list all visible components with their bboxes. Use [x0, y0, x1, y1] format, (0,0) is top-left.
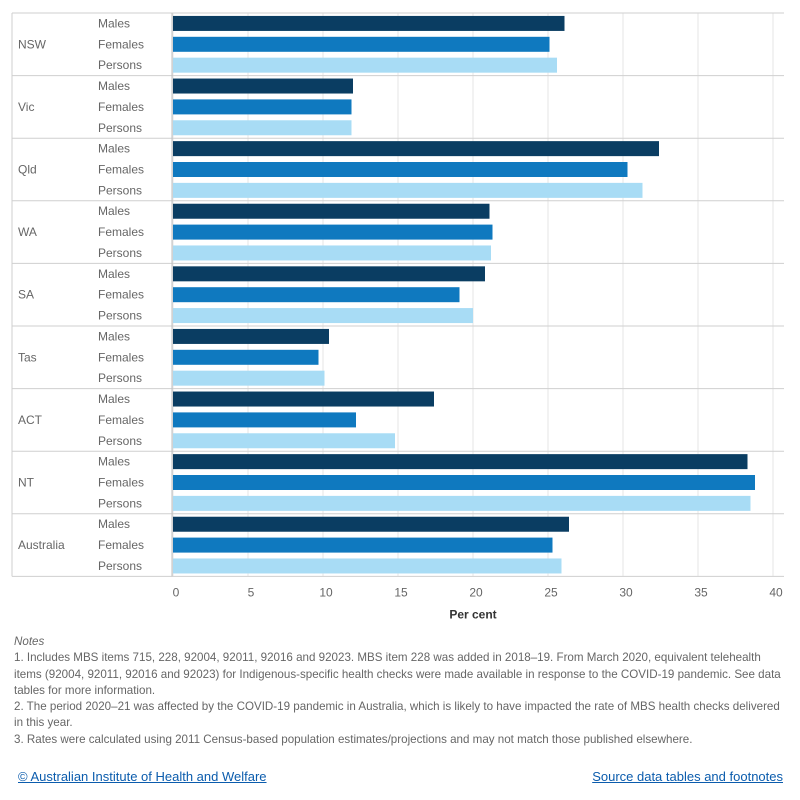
subcategory-label: Females [98, 288, 144, 302]
subcategory-label: Males [98, 517, 130, 531]
aihw-copyright-link[interactable]: © Australian Institute of Health and Wel… [18, 769, 267, 784]
bar-act-persons [173, 433, 395, 449]
subcategory-label: Males [98, 204, 130, 218]
bar-nsw-persons [173, 57, 557, 73]
group-label-act: ACT [18, 413, 43, 427]
bar-vic-females [173, 99, 352, 115]
x-tick-label-5: 5 [248, 585, 255, 599]
subcategory-label: Persons [98, 309, 142, 323]
subcategory-label: Females [98, 413, 144, 427]
group-label-wa: WA [18, 225, 37, 239]
subcategory-label: Males [98, 79, 130, 93]
subcategory-label: Females [98, 476, 144, 490]
subcategory-label: Persons [98, 246, 142, 260]
subcategory-label: Females [98, 100, 144, 114]
bar-qld-persons [173, 182, 643, 198]
x-tick-label-35: 35 [694, 585, 708, 599]
bar-nsw-males [173, 15, 565, 31]
bar-australia-persons [173, 558, 562, 574]
bar-sa-females [173, 287, 460, 303]
subcategory-label: Females [98, 225, 144, 239]
bar-wa-males [173, 203, 490, 219]
subcategory-label: Females [98, 163, 144, 177]
subcategory-label: Persons [98, 371, 142, 385]
bar-sa-males [173, 266, 485, 282]
notes-section: Notes 1. Includes MBS items 715, 228, 92… [14, 634, 784, 748]
x-tick-label-30: 30 [619, 585, 633, 599]
subcategory-label: Persons [98, 434, 142, 448]
x-tick-label-15: 15 [394, 585, 408, 599]
group-label-vic: Vic [18, 100, 34, 114]
subcategory-label: Persons [98, 559, 142, 573]
group-label-australia: Australia [18, 538, 65, 552]
bar-qld-males [173, 141, 659, 157]
group-label-tas: Tas [18, 350, 37, 364]
bar-wa-females [173, 224, 493, 240]
subcategory-label: Persons [98, 496, 142, 510]
bar-sa-persons [173, 308, 473, 324]
notes-title: Notes [14, 635, 45, 648]
bar-chart: NSW Males Females Persons Vic Males Females Per… [11, 12, 784, 621]
subcategory-label: Persons [98, 58, 142, 72]
group-label-nt: NT [18, 476, 35, 490]
x-tick-label-25: 25 [544, 585, 558, 599]
group-label-sa: SA [18, 288, 34, 302]
bar-tas-females [173, 349, 319, 365]
bar-vic-persons [173, 120, 352, 136]
bar-act-males [173, 391, 434, 407]
subcategory-label: Persons [98, 121, 142, 135]
bar-australia-males [173, 516, 569, 532]
bar-wa-persons [173, 245, 491, 261]
source-data-link[interactable]: Source data tables and footnotes [592, 769, 783, 784]
bar-nt-females [173, 475, 755, 490]
x-axis-title: Per cent [449, 607, 496, 621]
x-tick-label-10: 10 [319, 585, 333, 599]
subcategory-label: Males [98, 142, 130, 156]
x-tick-label-20: 20 [469, 585, 483, 599]
bar-vic-males [173, 78, 353, 94]
subcategory-label: Males [98, 329, 130, 343]
bar-tas-persons [173, 370, 325, 386]
subcategory-label: Persons [98, 183, 142, 197]
group-label-nsw: NSW [18, 37, 47, 51]
subcategory-label: Females [98, 350, 144, 364]
bar-nt-males [173, 454, 748, 470]
bar-nt-persons [173, 495, 751, 511]
subcategory-label: Males [98, 455, 130, 469]
subcategory-label: Females [98, 538, 144, 552]
note-item-1: 1. Includes MBS items 715, 228, 92004, 9… [14, 651, 781, 697]
bar-qld-females [173, 162, 628, 177]
note-item-3: 3. Rates were calculated using 2011 Cens… [14, 732, 693, 746]
bar-australia-females [173, 537, 553, 553]
group-label-qld: Qld [18, 163, 37, 177]
bar-nsw-females [173, 36, 550, 52]
bar-tas-males [173, 328, 329, 344]
subcategory-label: Males [98, 267, 130, 281]
subcategory-label: Males [98, 392, 130, 406]
subcategory-label: Females [98, 37, 144, 51]
x-tick-label-40: 40 [769, 585, 783, 599]
subcategory-label: Males [98, 16, 130, 30]
bar-act-females [173, 412, 356, 428]
note-item-2: 2. The period 2020–21 was affected by th… [14, 700, 780, 730]
x-tick-label-0: 0 [173, 585, 180, 599]
